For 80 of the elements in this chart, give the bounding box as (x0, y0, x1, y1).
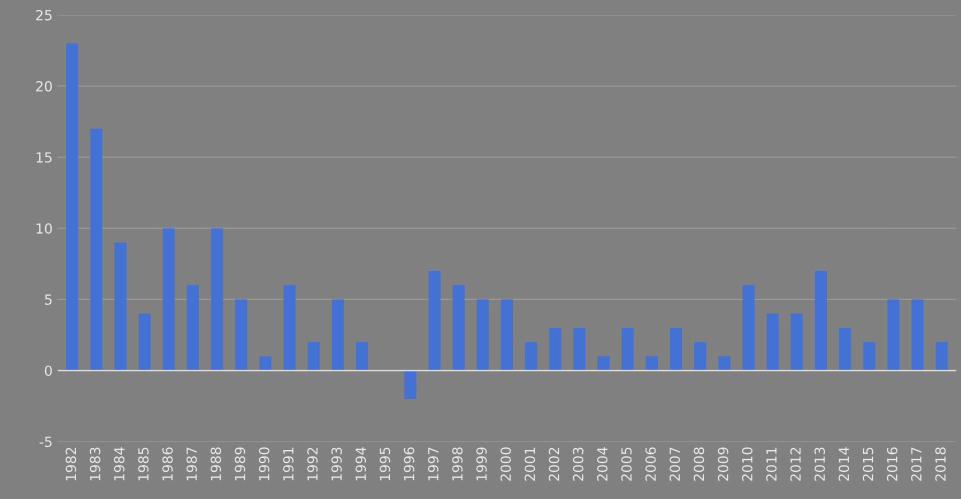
x-tick-label: 2012 (790, 448, 801, 481)
bar (670, 328, 682, 371)
bar (356, 342, 368, 371)
x-tick-label: 1986 (162, 447, 173, 480)
x-tick-label: 2011 (766, 448, 777, 481)
x-tick-label: 2008 (694, 447, 704, 481)
y-tick-label: 5 (45, 294, 52, 305)
x-tick-label: 2000 (500, 447, 511, 481)
bar (766, 314, 779, 371)
x-tick-label: 2003 (572, 448, 584, 481)
x-tick-label: 1997 (428, 448, 438, 480)
bar (211, 228, 224, 371)
x-tick-label: 1995 (380, 448, 390, 480)
bar (476, 299, 489, 371)
x-tick-label: 2001 (524, 448, 536, 481)
y-tick-label: 0 (44, 365, 52, 376)
bar (525, 342, 538, 371)
x-tick-label: 1994 (356, 447, 366, 480)
x-tick-label: 1991 (283, 448, 294, 480)
y-tick-label: -5 (40, 436, 52, 448)
bar (598, 356, 610, 371)
x-tick-label: 1993 (331, 448, 342, 480)
x-tick-label: 2005 (621, 448, 632, 481)
y-tick-label: 25 (36, 10, 52, 20)
x-tick-label: 1990 (258, 447, 270, 480)
bar (90, 128, 102, 371)
x-tick-label: 1982 (66, 448, 76, 480)
x-tick-label: 1988 (210, 447, 222, 480)
x-tick-label: 1983 (90, 448, 100, 480)
bar (646, 356, 658, 371)
bar (259, 356, 272, 371)
bar (332, 299, 344, 371)
x-tick-label: 1984 (114, 447, 124, 480)
x-tick-label: 1987 (186, 448, 197, 480)
x-tick-label: 2014 (838, 447, 850, 481)
x-tick-label: 1985 (138, 448, 149, 480)
bar (863, 342, 876, 371)
bar (694, 342, 706, 371)
bar (839, 328, 852, 371)
x-tick-label: 2006 (645, 447, 656, 481)
bar (500, 299, 513, 371)
bar (887, 299, 900, 371)
x-tick-label: 2017 (911, 448, 922, 481)
x-tick-label: 2013 (814, 448, 825, 481)
x-tick-label: 1998 (452, 447, 463, 480)
bar (428, 270, 441, 371)
y-tick-label: 15 (36, 152, 52, 163)
x-tick-label: 2009 (718, 447, 728, 481)
y-tick-label: 20 (36, 81, 52, 92)
bar (162, 228, 175, 371)
bar (235, 299, 248, 371)
x-tick-label: 2016 (886, 447, 898, 481)
x-tick-label: 2002 (548, 448, 560, 481)
x-tick-label: 1999 (476, 447, 487, 480)
x-tick-label: 2010 (742, 447, 752, 481)
x-tick-label: 2004 (597, 447, 608, 481)
x-tick-label: 1989 (234, 447, 246, 480)
bar (790, 314, 803, 371)
y-tick-label: 10 (36, 223, 52, 234)
x-tick-label: 1996 (404, 447, 414, 480)
bar (573, 328, 586, 371)
bar (138, 314, 151, 371)
x-tick-label: 2018 (935, 447, 946, 481)
bar (114, 242, 126, 371)
bar (284, 285, 296, 371)
bar (308, 342, 320, 371)
bar (186, 285, 199, 371)
bar (742, 285, 755, 371)
x-tick-label: 2015 (862, 448, 874, 481)
x-tick-label: 2007 (670, 448, 680, 481)
bar (814, 270, 827, 371)
bar (912, 299, 924, 371)
bar (452, 285, 465, 371)
bar (404, 370, 416, 399)
bar (66, 43, 78, 371)
bar (936, 342, 948, 371)
x-tick-label: 1992 (307, 448, 318, 480)
bar (549, 328, 562, 371)
bar (718, 356, 730, 371)
bar (622, 328, 634, 371)
